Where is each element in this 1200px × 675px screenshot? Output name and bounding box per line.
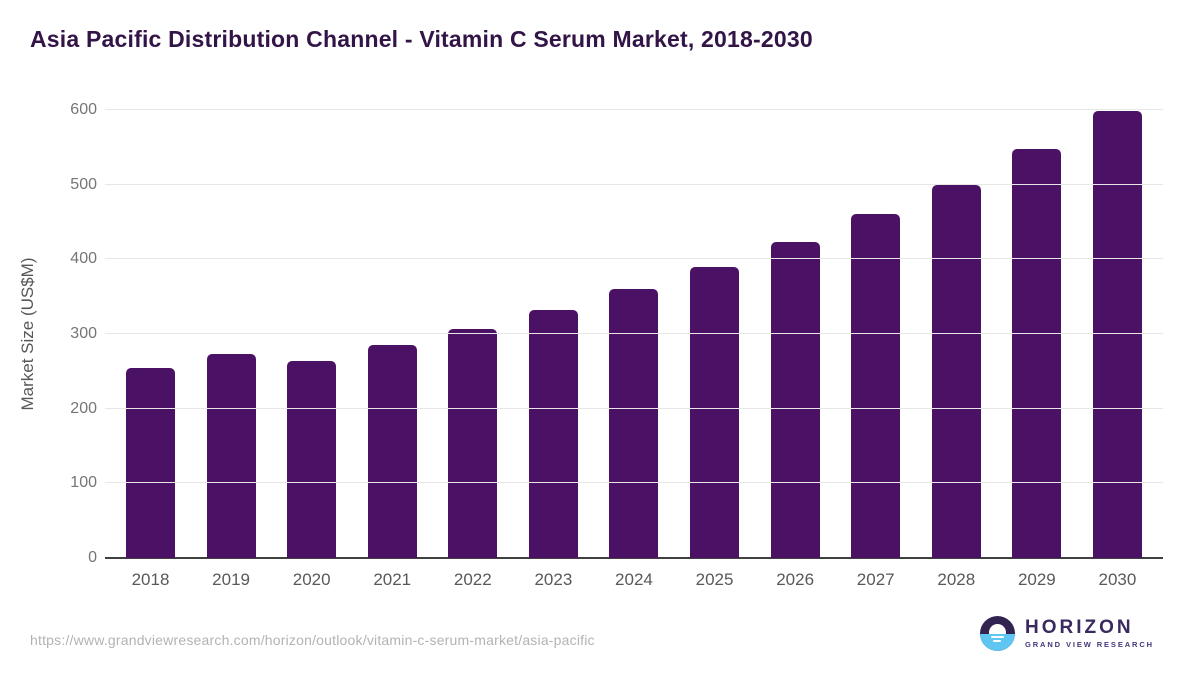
x-tick-2019: 2019 bbox=[212, 570, 250, 589]
bar-2030[interactable] bbox=[1092, 110, 1142, 558]
bar-slot-2026 bbox=[770, 110, 820, 558]
x-tick-2024: 2024 bbox=[615, 570, 653, 589]
horizon-sun-circle-icon bbox=[979, 616, 1015, 651]
y-tick-0: 0 bbox=[88, 549, 97, 566]
brand-name: HORIZON bbox=[1024, 617, 1134, 638]
bar-slot-2019 bbox=[206, 110, 256, 558]
bar-slot-2018 bbox=[126, 110, 175, 558]
source-url: https://www.grandviewresearch.com/horizo… bbox=[30, 632, 595, 648]
y-axis-title: Market Size (US$M) bbox=[18, 257, 37, 411]
brand-subtitle: GRAND VIEW RESEARCH bbox=[1024, 640, 1154, 649]
bar-2022[interactable] bbox=[448, 328, 498, 558]
chart-title: Asia Pacific Distribution Channel - Vita… bbox=[30, 26, 813, 52]
bar-2018[interactable] bbox=[126, 367, 175, 558]
x-tick-2023: 2023 bbox=[534, 570, 573, 589]
y-tick-500: 500 bbox=[70, 175, 97, 193]
bar-slot-2025 bbox=[690, 110, 740, 558]
bar-2021[interactable] bbox=[367, 345, 417, 558]
x-tick-2022: 2022 bbox=[453, 570, 492, 589]
bar-slot-2021 bbox=[367, 110, 417, 558]
gridline-300 bbox=[105, 333, 1163, 334]
plot-area: 0 100 200 300 400 500 600 bbox=[70, 101, 1163, 566]
x-tick-2025: 2025 bbox=[695, 570, 734, 589]
y-tick-200: 200 bbox=[70, 399, 97, 417]
bar-2020[interactable] bbox=[287, 360, 337, 558]
bar-slot-2029 bbox=[1012, 110, 1062, 558]
bar-2027[interactable] bbox=[851, 213, 901, 558]
bar-slot-2020 bbox=[287, 110, 337, 558]
x-tick-2020: 2020 bbox=[292, 570, 331, 589]
x-tick-2027: 2027 bbox=[856, 570, 895, 589]
bar-2029[interactable] bbox=[1012, 148, 1062, 558]
x-tick-2029: 2029 bbox=[1017, 570, 1056, 589]
x-tick-2030: 2030 bbox=[1098, 570, 1137, 589]
x-axis-labels: 2018 2019 2020 2021 2022 2023 2024 2025 2026 2027… bbox=[105, 570, 1163, 590]
x-tick-2021: 2021 bbox=[373, 570, 412, 589]
x-tick-2026: 2026 bbox=[776, 570, 815, 589]
x-tick-2018: 2018 bbox=[131, 570, 170, 589]
bar-2019[interactable] bbox=[206, 354, 256, 558]
bar-slot-2023 bbox=[528, 110, 578, 558]
y-tick-300: 300 bbox=[70, 325, 97, 342]
brand-logo[interactable]: HORIZON GRAND VIEW RESEARCH bbox=[979, 616, 1154, 651]
bar-slot-2028 bbox=[931, 110, 981, 558]
y-tick-100: 100 bbox=[70, 474, 97, 492]
bar-2024[interactable] bbox=[609, 289, 659, 558]
bar-2023[interactable] bbox=[528, 310, 578, 558]
gridline-400 bbox=[105, 258, 1163, 260]
bar-slot-2030 bbox=[1092, 110, 1142, 558]
bars-container bbox=[105, 110, 1163, 558]
gridline-500 bbox=[105, 183, 1163, 185]
y-tick-400: 400 bbox=[70, 250, 97, 268]
gridline-600 bbox=[105, 109, 1163, 110]
bar-2026[interactable] bbox=[770, 242, 820, 558]
y-tick-600: 600 bbox=[70, 101, 97, 118]
bar-2028[interactable] bbox=[931, 184, 981, 558]
bar-slot-2024 bbox=[609, 110, 659, 558]
gridline-200 bbox=[105, 407, 1163, 409]
bar-slot-2027 bbox=[851, 110, 901, 558]
bar-slot-2022 bbox=[448, 110, 498, 558]
x-tick-2028: 2028 bbox=[937, 570, 976, 589]
x-axis-line bbox=[105, 557, 1163, 559]
bar-2025[interactable] bbox=[690, 266, 740, 558]
gridline-100 bbox=[105, 482, 1163, 484]
